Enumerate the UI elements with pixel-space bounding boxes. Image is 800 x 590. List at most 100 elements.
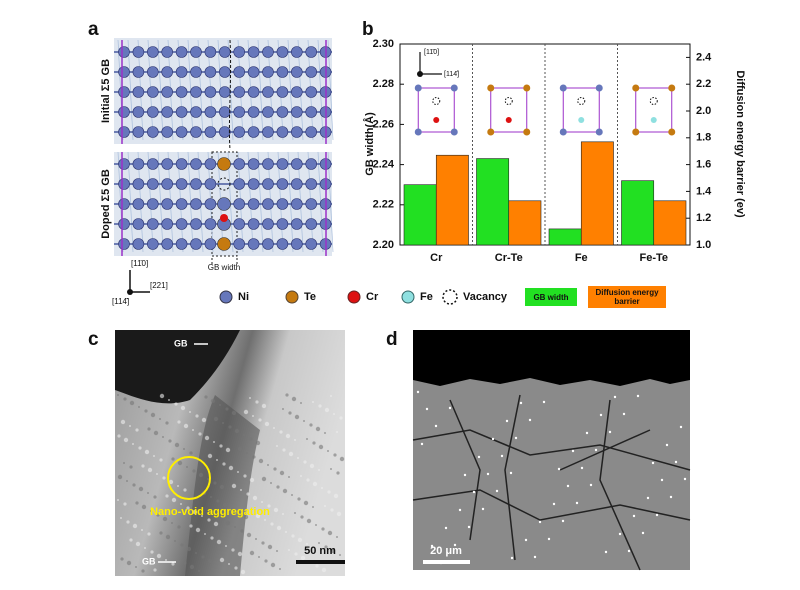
lattice-bond xyxy=(187,39,194,141)
axis-label: [11̄0] xyxy=(131,259,148,268)
speck xyxy=(204,533,206,535)
legend xyxy=(219,289,458,305)
speck xyxy=(156,553,162,559)
atom xyxy=(204,218,217,230)
speck xyxy=(168,399,170,401)
atom xyxy=(161,218,173,230)
atom xyxy=(161,178,173,190)
atom xyxy=(204,106,217,118)
atom xyxy=(175,106,188,118)
inset-atom xyxy=(650,117,657,123)
speck xyxy=(189,451,193,455)
particle xyxy=(500,454,504,458)
particle xyxy=(613,395,617,399)
atom xyxy=(276,126,289,138)
atom xyxy=(204,126,217,138)
speck xyxy=(294,414,300,420)
speck xyxy=(336,471,340,475)
lattice-bond xyxy=(287,151,294,253)
speck xyxy=(117,474,123,480)
speck xyxy=(168,479,174,485)
speck xyxy=(285,433,291,439)
speck xyxy=(240,529,244,533)
atom xyxy=(190,126,202,138)
speck xyxy=(237,446,243,452)
speck xyxy=(273,507,279,513)
speck xyxy=(321,487,323,489)
speck xyxy=(300,555,306,561)
atom xyxy=(262,46,274,58)
atom xyxy=(161,46,173,58)
speck xyxy=(207,478,209,480)
speck xyxy=(318,404,322,408)
atom xyxy=(217,157,231,171)
speck xyxy=(315,564,319,568)
particle xyxy=(594,448,598,452)
speck xyxy=(135,541,141,547)
particle xyxy=(665,443,669,447)
y-tick-label: 2.26 xyxy=(373,118,394,130)
speck xyxy=(225,545,227,547)
speck xyxy=(189,564,195,570)
y-tick-label: 2.30 xyxy=(373,38,394,50)
particle xyxy=(467,525,471,529)
speck xyxy=(183,448,185,450)
lattice-bond xyxy=(127,151,134,253)
speck xyxy=(204,395,208,399)
atom xyxy=(204,178,217,190)
atom xyxy=(175,46,188,58)
speck xyxy=(225,447,231,453)
atom xyxy=(132,198,145,210)
speck xyxy=(306,438,308,440)
axis-label: [11̄0] xyxy=(424,49,439,56)
atom xyxy=(290,198,303,210)
atom xyxy=(118,66,130,78)
speck xyxy=(318,444,324,450)
inset-atom xyxy=(487,128,495,136)
atom xyxy=(161,106,173,118)
speck xyxy=(288,549,290,551)
atom xyxy=(147,126,159,138)
speck xyxy=(228,563,230,565)
atom xyxy=(161,238,173,250)
speck xyxy=(234,566,238,570)
speck xyxy=(198,472,204,478)
atom xyxy=(175,66,188,78)
speck xyxy=(204,435,210,441)
speck xyxy=(330,468,332,470)
speck xyxy=(270,482,272,484)
speck xyxy=(213,441,215,443)
atom xyxy=(132,238,145,250)
speck xyxy=(156,513,160,517)
inset-cell xyxy=(562,87,600,133)
speck xyxy=(207,518,211,522)
atom xyxy=(190,218,202,230)
speck xyxy=(246,492,250,496)
atom xyxy=(290,86,303,98)
speck xyxy=(150,412,156,418)
inset-atom xyxy=(433,117,440,123)
speck xyxy=(243,514,249,520)
atom xyxy=(132,126,145,138)
speck xyxy=(285,393,289,397)
particle xyxy=(589,483,593,487)
axis-label: [114̄] xyxy=(444,71,459,78)
crack xyxy=(504,394,521,561)
atom xyxy=(118,158,130,170)
atom xyxy=(276,238,289,250)
particle xyxy=(641,531,645,535)
speck xyxy=(318,469,320,471)
crack xyxy=(412,429,691,471)
speck xyxy=(129,465,133,469)
speck xyxy=(123,502,127,506)
lattice-bond xyxy=(157,39,164,141)
speck xyxy=(312,441,316,445)
atom xyxy=(219,46,231,58)
inset-cell xyxy=(490,87,528,133)
panel-label: a xyxy=(88,19,99,40)
particle xyxy=(434,424,438,428)
x-tick-label: Cr-Te xyxy=(495,252,523,264)
particle xyxy=(514,436,518,440)
particle xyxy=(420,442,424,446)
speck xyxy=(321,567,327,573)
